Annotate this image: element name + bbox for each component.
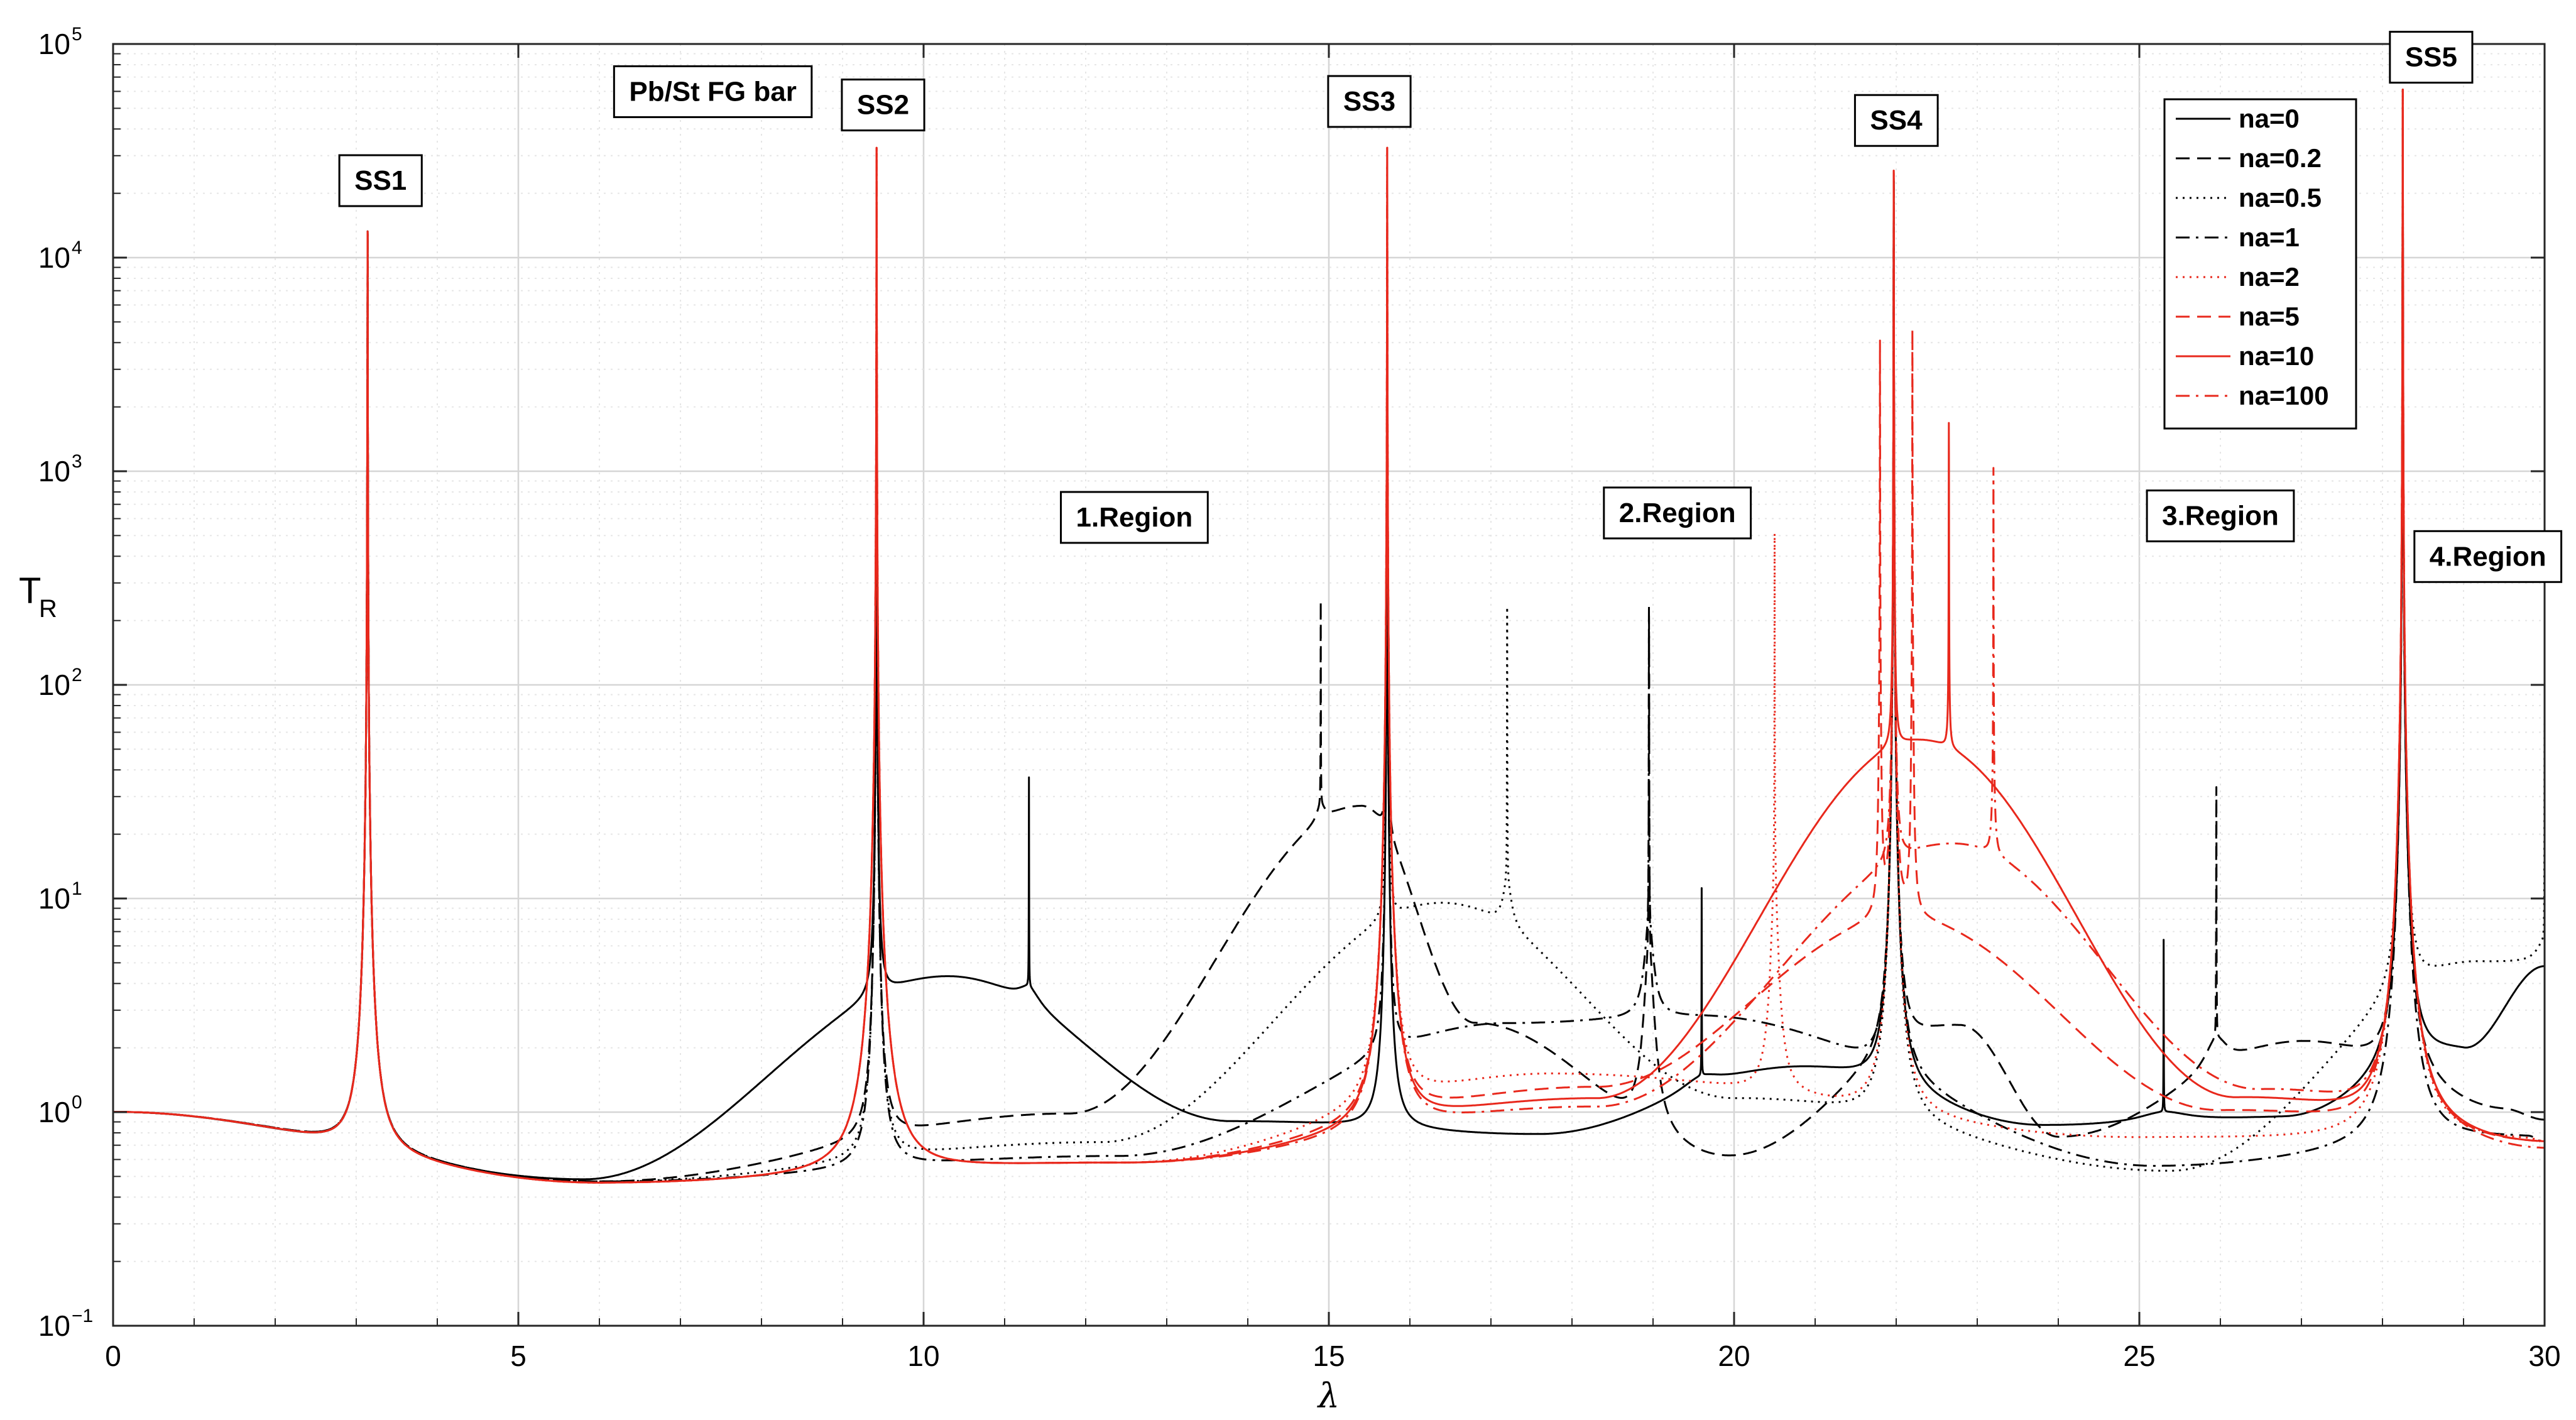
x-tick-label: 0: [105, 1340, 121, 1372]
svg-text:10: 10: [38, 28, 70, 60]
svg-text:na=2: na=2: [2239, 262, 2300, 292]
series-line-na=100: [112, 89, 2545, 1184]
annotation-box: 1.Region: [1060, 491, 1209, 544]
series-line-na=10: [112, 89, 2545, 1184]
x-tick-label: 10: [907, 1340, 939, 1372]
svg-text:5: 5: [72, 24, 82, 45]
series-line-na=1: [112, 126, 2545, 1182]
svg-text:4.Region: 4.Region: [2430, 541, 2546, 572]
x-tick-label: 30: [2528, 1340, 2560, 1372]
svg-text:na=0: na=0: [2239, 104, 2300, 133]
svg-text:na=0.2: na=0.2: [2239, 143, 2322, 173]
legend-entry: na=10: [2176, 341, 2314, 371]
annotation-box: SS4: [1853, 94, 1939, 147]
y-tick-label: 10 1: [38, 878, 82, 915]
svg-text:10: 10: [38, 241, 70, 274]
svg-text:na=1: na=1: [2239, 222, 2300, 252]
annotations: Pb/St FG bar SS1 SS2 SS3 SS4 SS5 1.Region 2.Reg…: [338, 31, 2563, 583]
svg-text:na=10: na=10: [2239, 341, 2314, 371]
svg-text:3.Region: 3.Region: [2162, 501, 2279, 532]
series-layer: [112, 89, 2546, 1184]
x-tick-label: 15: [1313, 1340, 1345, 1372]
svg-text:SS3: SS3: [1343, 86, 1395, 117]
svg-text:10: 10: [38, 1309, 70, 1342]
svg-text:1.Region: 1.Region: [1076, 502, 1193, 533]
annotation-box: SS3: [1327, 75, 1412, 128]
svg-text:0: 0: [72, 1092, 82, 1113]
svg-text:SS4: SS4: [1870, 105, 1923, 136]
svg-text:10: 10: [38, 455, 70, 488]
svg-text:SS2: SS2: [857, 90, 909, 121]
series-line-na=0.5: [112, 126, 2546, 1182]
x-tick-label: 20: [1718, 1340, 1750, 1372]
y-tick-label: 10 2: [38, 665, 82, 701]
svg-text:10: 10: [38, 669, 70, 701]
svg-text:2: 2: [72, 665, 82, 685]
svg-text:na=100: na=100: [2239, 381, 2329, 410]
legend-entry: na=2: [2176, 262, 2300, 292]
svg-text:na=5: na=5: [2239, 302, 2300, 331]
x-axis-label: λ: [1317, 1376, 1340, 1416]
legend-entry: na=100: [2176, 381, 2329, 410]
annotation-box: 4.Region: [2413, 530, 2563, 583]
y-tick-label: 10 0: [38, 1092, 82, 1128]
y-tick-label: 10 3: [38, 451, 82, 488]
annotation-box: SS5: [2389, 31, 2474, 84]
svg-text:na=0.5: na=0.5: [2239, 183, 2322, 212]
y-tick-label: 10 −1: [38, 1306, 93, 1342]
annotation-box: SS1: [338, 154, 423, 207]
x-tick-label: 5: [510, 1340, 527, 1372]
legend-entry: na=1: [2176, 222, 2300, 252]
svg-text:T: T: [19, 571, 41, 611]
svg-text:10: 10: [38, 882, 70, 915]
x-tick-label: 25: [2123, 1340, 2155, 1372]
svg-text:1: 1: [72, 878, 82, 899]
svg-text:2.Region: 2.Region: [1619, 498, 1736, 528]
y-tick-label: 10 4: [38, 238, 82, 274]
svg-text:SS1: SS1: [354, 165, 407, 196]
svg-text:−1: −1: [72, 1306, 93, 1326]
svg-text:SS5: SS5: [2405, 42, 2457, 73]
y-tick-label: 10 5: [38, 24, 82, 60]
annotation-box: 2.Region: [1603, 486, 1752, 540]
svg-text:R: R: [39, 595, 57, 623]
legend-entry: na=0: [2176, 104, 2300, 133]
legend-entry: na=5: [2176, 302, 2300, 331]
svg-text:4: 4: [72, 238, 82, 258]
svg-text:3: 3: [72, 451, 82, 472]
svg-text:Pb/St FG bar: Pb/St FG bar: [629, 76, 796, 107]
y-axis-label: T R: [19, 571, 57, 623]
annotation-box: 3.Region: [2146, 489, 2295, 543]
legend-entry: na=0.5: [2176, 183, 2322, 212]
legend-entry: na=0.2: [2176, 143, 2322, 173]
legend: na=0 na=0.2 na=0.5 na=1 na=2 na=5 na=10 na=100: [2163, 98, 2357, 430]
annotation-box: Pb/St FG bar: [613, 65, 813, 118]
legend-box: [2163, 98, 2357, 430]
svg-text:10: 10: [38, 1096, 70, 1128]
annotation-box: SS2: [841, 79, 925, 132]
